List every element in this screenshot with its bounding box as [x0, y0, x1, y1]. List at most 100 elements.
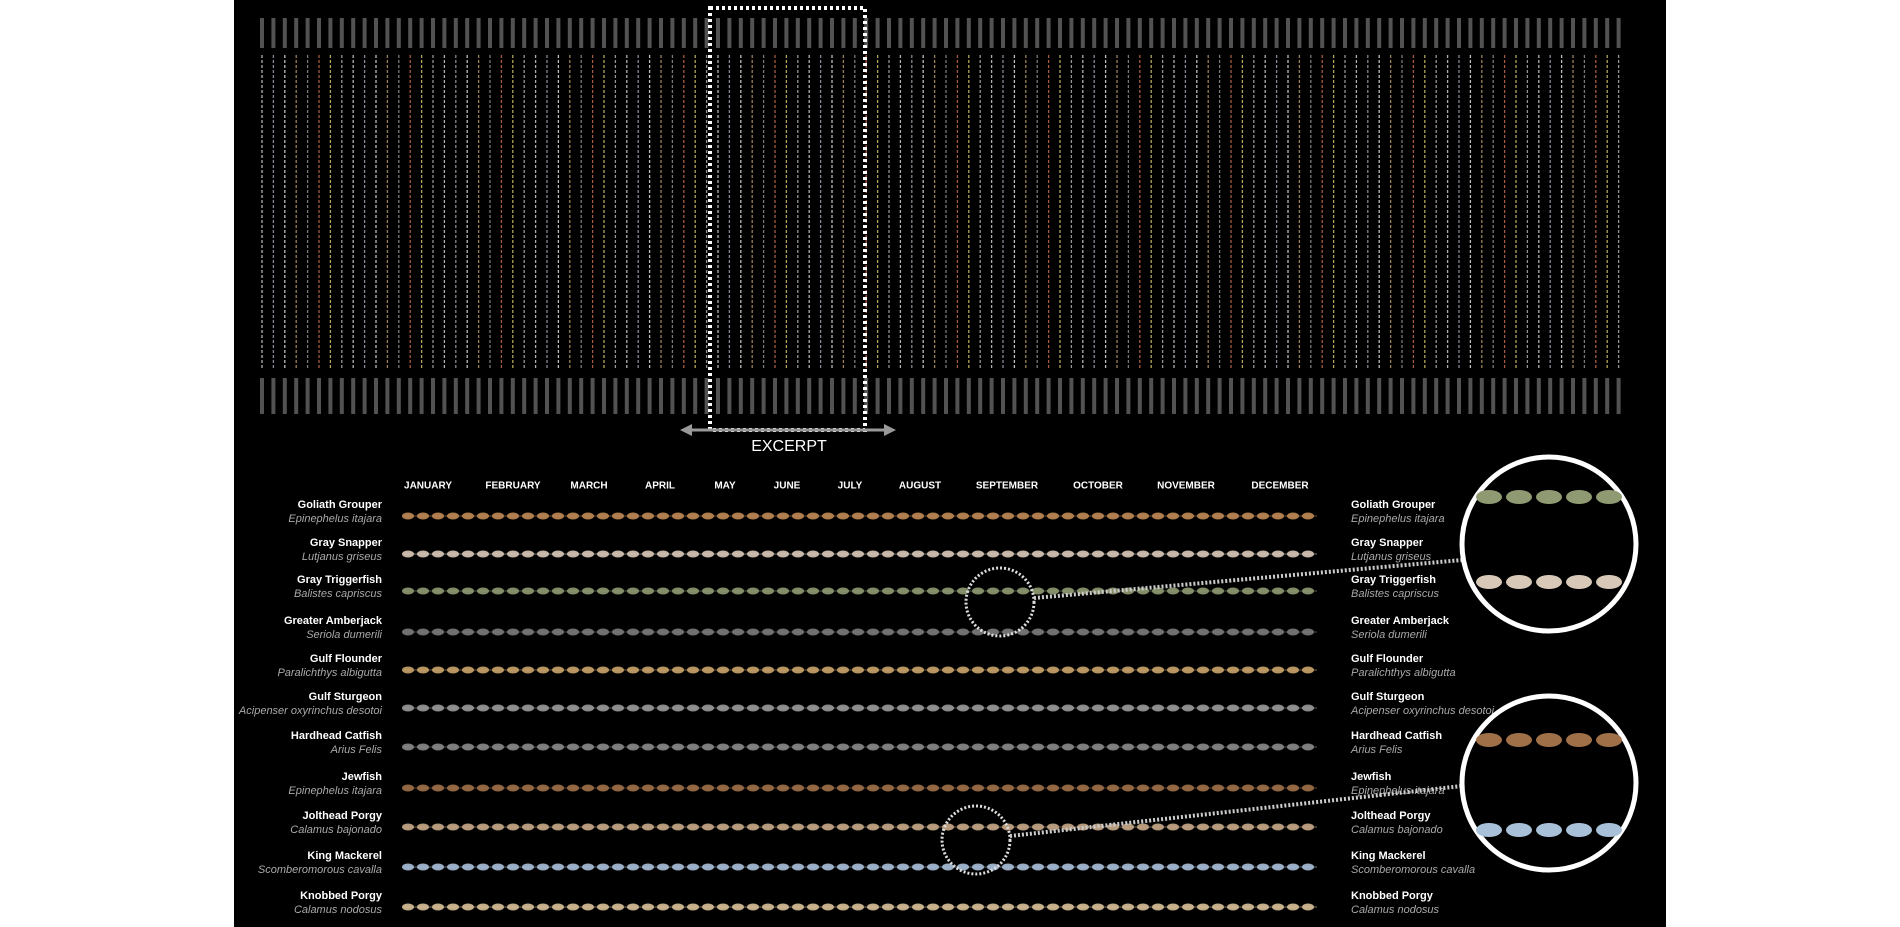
fish-icon [852, 823, 864, 831]
column-label [852, 378, 857, 414]
fish-icon [1212, 666, 1224, 674]
fish-icon [837, 743, 849, 751]
column-label [727, 378, 732, 414]
fish-icon [777, 743, 789, 751]
fish-icon [747, 587, 759, 595]
fish-icon [762, 628, 774, 636]
column-label [1593, 18, 1598, 48]
fish-icon [1167, 903, 1179, 911]
fish-icon [642, 666, 654, 674]
fish-icon [1137, 628, 1149, 636]
fish-icon [882, 704, 894, 712]
fish-icon [672, 512, 684, 520]
fish-icon [1032, 666, 1044, 674]
column-label [773, 18, 777, 48]
column-label [1080, 378, 1085, 414]
month-label: OCTOBER [1073, 481, 1124, 492]
fish-icon [1122, 743, 1134, 751]
fish-icon [1272, 784, 1284, 792]
column-label [738, 18, 743, 48]
fish-icon [672, 628, 684, 636]
fish-icon [462, 863, 474, 871]
scientific-name: Calamus bajonado [1351, 824, 1443, 836]
fish-icon [897, 743, 909, 751]
fish-icon [1167, 823, 1179, 831]
fish-icon [402, 512, 414, 520]
column-label [830, 378, 834, 414]
fish-icon [627, 550, 639, 558]
column-label [476, 18, 481, 48]
column-label [556, 378, 561, 414]
column-label [1400, 18, 1404, 48]
column-label [1377, 18, 1382, 48]
fish-icon [672, 587, 684, 595]
fish-icon [912, 512, 924, 520]
fish-icon [507, 550, 519, 558]
fish-icon [657, 550, 669, 558]
fish-icon [582, 903, 594, 911]
fish-icon [1032, 512, 1044, 520]
fish-icon [882, 550, 894, 558]
column-label [1559, 378, 1564, 414]
column-label [396, 18, 401, 48]
column-label [545, 18, 549, 48]
column-label [1137, 378, 1142, 414]
zoom-fish-icon [1596, 733, 1622, 747]
column-label [453, 18, 458, 48]
common-name: Jewfish [1351, 771, 1392, 783]
fish-icon [897, 587, 909, 595]
column-label [545, 378, 549, 414]
column-label [1582, 18, 1587, 48]
fish-icon [657, 903, 669, 911]
column-label [909, 378, 914, 414]
fish-icon [612, 666, 624, 674]
column-label [1160, 378, 1165, 414]
column-label [1320, 378, 1325, 414]
fish-icon [927, 704, 939, 712]
fish-icon [987, 863, 999, 871]
fish-icon [627, 743, 639, 751]
column-label [1023, 18, 1028, 48]
fish-icon [1122, 512, 1134, 520]
column-label [1320, 18, 1325, 48]
column-label [533, 18, 538, 48]
fish-icon [1062, 666, 1074, 674]
fish-icon [777, 666, 789, 674]
fish-icon [477, 784, 489, 792]
fish-icon [462, 587, 474, 595]
fish-icon [402, 863, 414, 871]
fish-icon [1047, 666, 1059, 674]
fish-icon [1212, 823, 1224, 831]
fish-icon [1152, 863, 1164, 871]
column-label [647, 18, 652, 48]
column-label [670, 18, 675, 48]
scientific-name: Calamus nodosus [294, 904, 383, 916]
column-label [1126, 378, 1131, 414]
column-label [408, 378, 413, 414]
fish-icon [1197, 550, 1209, 558]
fish-icon [717, 666, 729, 674]
fish-icon [912, 823, 924, 831]
fish-icon [492, 743, 504, 751]
fish-icon [987, 784, 999, 792]
fish-icon [1272, 512, 1284, 520]
fish-icon [1212, 550, 1224, 558]
fish-icon [687, 704, 699, 712]
fish-icon [552, 903, 564, 911]
fish-icon [1167, 863, 1179, 871]
column-label [932, 18, 937, 48]
column-label [1035, 18, 1040, 48]
fish-icon [1227, 704, 1239, 712]
fish-icon [1077, 512, 1089, 520]
column-label [328, 18, 333, 48]
fish-icon [1272, 550, 1284, 558]
fish-icon [1167, 550, 1179, 558]
fish-icon [762, 863, 774, 871]
fish-icon [417, 512, 429, 520]
common-name: Hardhead Catfish [1351, 730, 1442, 742]
common-name: Gulf Flounder [1351, 653, 1424, 665]
fish-icon [897, 512, 909, 520]
column-label [1240, 18, 1245, 48]
fish-icon [747, 903, 759, 911]
fish-icon [747, 823, 759, 831]
